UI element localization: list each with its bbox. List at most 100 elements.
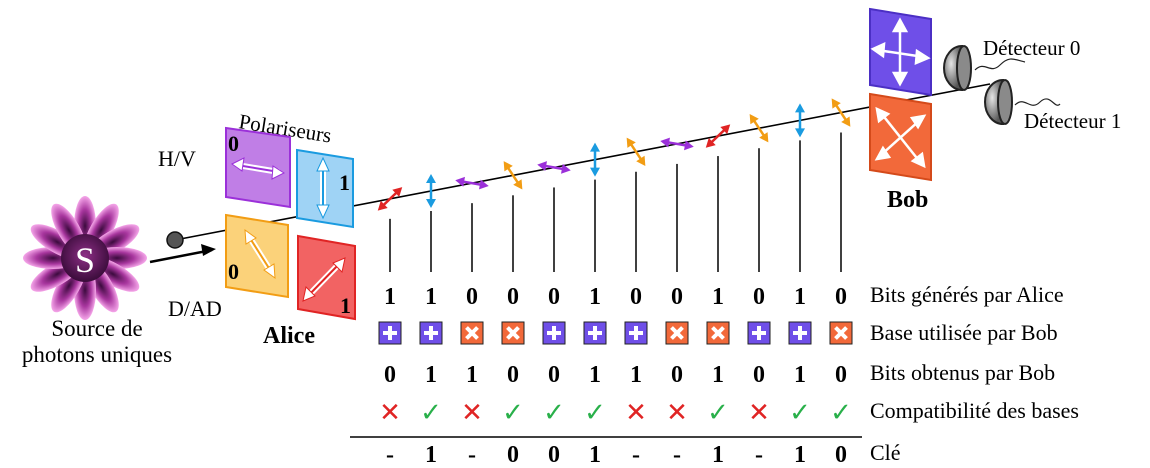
bob-bit-cell: 0 bbox=[548, 362, 560, 388]
bob-bit-cell: 1 bbox=[712, 362, 724, 388]
photon-orange-arrow bbox=[831, 98, 851, 127]
cross-icon: ✕ bbox=[461, 398, 483, 428]
plus-base-icon bbox=[747, 321, 771, 345]
source-caption-line2: photons uniques bbox=[22, 342, 172, 367]
source-caption-line1: Source de bbox=[51, 316, 142, 341]
key-cell: - bbox=[632, 442, 640, 468]
cross-base-icon bbox=[460, 321, 484, 345]
beam-to-alice bbox=[149, 248, 213, 264]
check-icon: ✓ bbox=[543, 398, 565, 428]
plus-base-icon bbox=[788, 321, 812, 345]
key-cell: 0 bbox=[507, 442, 519, 468]
photon-orange-arrow bbox=[503, 161, 523, 190]
check-icon: ✓ bbox=[830, 398, 852, 428]
check-icon: ✓ bbox=[502, 398, 524, 428]
detector-1-icon bbox=[984, 78, 1013, 126]
plus-base-icon bbox=[419, 321, 443, 345]
cross-icon: ✕ bbox=[379, 398, 401, 428]
bob-bit-cell: 0 bbox=[671, 362, 683, 388]
alice-bit-cell: 0 bbox=[507, 284, 519, 310]
row-label-compat: Compatibilité des bases bbox=[870, 398, 1079, 423]
plus-base-icon bbox=[378, 321, 402, 345]
key-row: - 1 - 0 0 1 - - 1 - 1 0 bbox=[386, 442, 847, 468]
alice-bit-cell: 0 bbox=[548, 284, 560, 310]
alice-bits-row: 1 1 0 0 0 1 0 0 1 0 1 0 bbox=[384, 284, 847, 310]
bob-bit-cell: 0 bbox=[507, 362, 519, 388]
photon-polarizations bbox=[377, 98, 851, 211]
polarizer-blue-vertical: 1 bbox=[296, 148, 354, 229]
photon-purple-arrow bbox=[537, 161, 571, 174]
key-cell: - bbox=[673, 442, 681, 468]
key-cell: 1 bbox=[794, 442, 806, 468]
key-cell: - bbox=[468, 442, 476, 468]
key-cell: - bbox=[755, 442, 763, 468]
key-cell: 1 bbox=[712, 442, 724, 468]
double-arrow-icon bbox=[302, 257, 346, 302]
check-icon: ✓ bbox=[789, 398, 811, 428]
polarizer-orange-diagonal: 0 bbox=[225, 213, 289, 299]
basis-hv-label: H/V bbox=[158, 146, 196, 171]
row-label-key: Clé bbox=[870, 440, 901, 465]
alice-bit-cell: 1 bbox=[425, 284, 437, 310]
key-cell: - bbox=[386, 442, 394, 468]
plus-arrows-icon bbox=[870, 17, 931, 87]
cross-base-icon bbox=[501, 321, 525, 345]
plus-base-icon bbox=[542, 321, 566, 345]
check-icon: ✓ bbox=[707, 398, 729, 428]
bob-filter-plus bbox=[869, 7, 932, 97]
bob-bit-cell: 1 bbox=[794, 362, 806, 388]
alice-name: Alice bbox=[263, 323, 315, 349]
bob-bit-cell: 0 bbox=[384, 362, 396, 388]
check-icon: ✓ bbox=[584, 398, 606, 428]
polarizer-bit: 1 bbox=[339, 170, 350, 195]
photon-orange-arrow bbox=[749, 114, 769, 143]
bob-bits-row: 0 1 1 0 0 1 1 0 1 0 1 0 bbox=[384, 362, 847, 388]
plus-base-icon bbox=[624, 321, 648, 345]
alice-bit-cell: 1 bbox=[384, 284, 396, 310]
key-cell: 0 bbox=[835, 442, 847, 468]
cross-icon: ✕ bbox=[666, 398, 688, 428]
check-icon: ✓ bbox=[420, 398, 442, 428]
polarizer-bit: 0 bbox=[228, 131, 239, 156]
key-cell: 1 bbox=[589, 442, 601, 468]
polarizer-bit: 1 bbox=[340, 293, 351, 318]
photon-purple-arrow bbox=[455, 176, 489, 190]
detector-0-icon bbox=[943, 44, 972, 92]
bob-filter-cross bbox=[869, 92, 932, 182]
bob-bit-cell: 0 bbox=[753, 362, 765, 388]
detector-0-wire bbox=[974, 58, 1026, 71]
photon-blue-arrow bbox=[426, 173, 436, 208]
source-letter: S bbox=[75, 240, 95, 280]
bob-base-row bbox=[378, 321, 853, 345]
detector-0-label: Détecteur 0 bbox=[983, 36, 1080, 60]
alice-bit-cell: 0 bbox=[835, 284, 847, 310]
detector-1-label: Détecteur 1 bbox=[1024, 109, 1121, 133]
alice-bit-cell: 1 bbox=[712, 284, 724, 310]
bob-bit-cell: 0 bbox=[835, 362, 847, 388]
flower-core bbox=[61, 234, 109, 282]
beam-arrowhead bbox=[201, 244, 216, 256]
bob-name: Bob bbox=[887, 187, 928, 213]
compat-row: ✕ ✓ ✕ ✓ ✓ ✓ ✕ ✕ ✓ ✕ ✓ ✓ bbox=[379, 398, 852, 428]
plus-base-icon bbox=[583, 321, 607, 345]
key-cell: 1 bbox=[425, 442, 437, 468]
row-label-bob-bits: Bits obtenus par Bob bbox=[870, 360, 1055, 385]
photon-source bbox=[23, 196, 147, 320]
cross-base-icon bbox=[706, 321, 730, 345]
alice-bit-cell: 0 bbox=[466, 284, 478, 310]
polarizer-bit: 0 bbox=[228, 259, 239, 284]
alice-bit-cell: 1 bbox=[794, 284, 806, 310]
row-label-bob-base: Base utilisée par Bob bbox=[870, 320, 1058, 345]
cross-arrows-icon bbox=[874, 106, 927, 169]
bob-bit-cell: 1 bbox=[425, 362, 437, 388]
bob-bit-cell: 1 bbox=[589, 362, 601, 388]
alice-bit-cell: 1 bbox=[589, 284, 601, 310]
detector-1-wire bbox=[1014, 98, 1061, 106]
key-cell: 0 bbox=[548, 442, 560, 468]
polarizer-red-antidiagonal: 1 bbox=[297, 234, 356, 321]
photon-orange-arrow bbox=[626, 137, 646, 166]
photon-blue-arrow bbox=[590, 142, 600, 177]
cross-base-icon bbox=[829, 321, 853, 345]
photon-red-arrow bbox=[705, 124, 731, 148]
